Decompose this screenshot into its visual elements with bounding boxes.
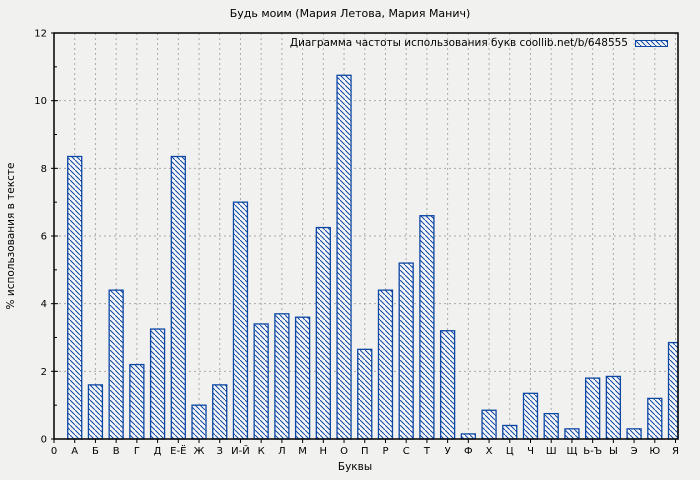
bar — [253, 323, 269, 440]
bar — [626, 428, 642, 440]
bar — [439, 330, 456, 440]
x-tick-label: Ж — [194, 446, 205, 457]
bar — [398, 262, 414, 440]
bar — [232, 201, 249, 440]
bar — [419, 215, 435, 440]
x-tick-label: Е-Ё — [170, 444, 186, 457]
bar — [170, 155, 186, 440]
legend-swatch-icon — [635, 40, 668, 47]
x-tick-label: Ц — [506, 446, 514, 457]
bar — [543, 412, 559, 440]
bar — [357, 348, 373, 440]
x-tick-label: В — [113, 446, 120, 457]
x-tick-label: Ш — [546, 446, 557, 457]
x-tick-label: И-Й — [231, 444, 250, 457]
y-tick-label: 6 — [41, 232, 47, 243]
x-tick-label: М — [298, 446, 307, 457]
bar — [212, 384, 228, 440]
bar — [108, 289, 124, 440]
x-axis-label: Буквы — [337, 461, 373, 473]
x-tick-label: Я — [672, 446, 679, 457]
bar — [149, 328, 166, 440]
x-tick-label: Ю — [649, 446, 660, 457]
bar — [667, 341, 679, 440]
legend: Диаграмма частоты использования букв coo… — [290, 37, 668, 50]
x-tick-label: О — [340, 446, 348, 457]
x-tick-label: Н — [320, 446, 328, 457]
bar — [460, 433, 476, 440]
x-tick-label: Б — [92, 446, 99, 457]
bar — [191, 404, 207, 440]
x-tick-label: У — [445, 446, 451, 457]
x-tick-label: Ф — [464, 446, 473, 457]
bar — [647, 397, 663, 440]
y-tick-label: 12 — [34, 29, 47, 40]
bar — [315, 226, 331, 440]
x-tick-label: Э — [631, 446, 638, 457]
bar — [564, 428, 580, 440]
legend-label: Диаграмма частоты использования букв coo… — [289, 37, 628, 49]
bar — [294, 316, 311, 440]
x-tick-label: Р — [382, 446, 388, 457]
x-tick-label: Л — [278, 446, 286, 457]
y-tick-label: 2 — [41, 367, 47, 378]
x-tick-label: Ь-Ъ — [583, 446, 602, 457]
x-tick-label: Щ — [566, 446, 577, 457]
x-tick-label: А — [71, 446, 78, 457]
x-tick-label: Г — [134, 446, 140, 457]
bar — [522, 392, 539, 440]
y-tick-label: 10 — [34, 96, 47, 107]
x-tick-label: Х — [486, 446, 493, 457]
y-tick-label: 8 — [41, 164, 47, 175]
bar — [502, 424, 518, 440]
x-origin-label: 0 — [51, 446, 57, 457]
bar — [481, 409, 497, 440]
x-tick-label: К — [258, 446, 265, 457]
y-tick-label: 0 — [41, 435, 47, 446]
x-tick-label: Т — [423, 446, 431, 457]
bar — [87, 384, 104, 440]
x-tick-label: Ч — [527, 446, 534, 457]
x-tick-label: П — [361, 446, 369, 457]
bar — [274, 313, 290, 440]
x-tick-label: С — [403, 446, 410, 457]
legend-swatch-rect — [635, 40, 668, 47]
x-tick-label: Ы — [609, 446, 618, 457]
bar — [129, 363, 145, 440]
bar — [605, 375, 622, 440]
chart-title: Будь моим (Мария Летова, Мария Манич) — [229, 7, 471, 20]
x-tick-label: Д — [154, 446, 162, 457]
bar — [67, 155, 83, 440]
bar — [584, 377, 601, 440]
y-tick-label: 4 — [41, 299, 47, 310]
bar — [377, 289, 394, 440]
bar — [336, 74, 352, 440]
x-tick-label: З — [217, 446, 223, 457]
